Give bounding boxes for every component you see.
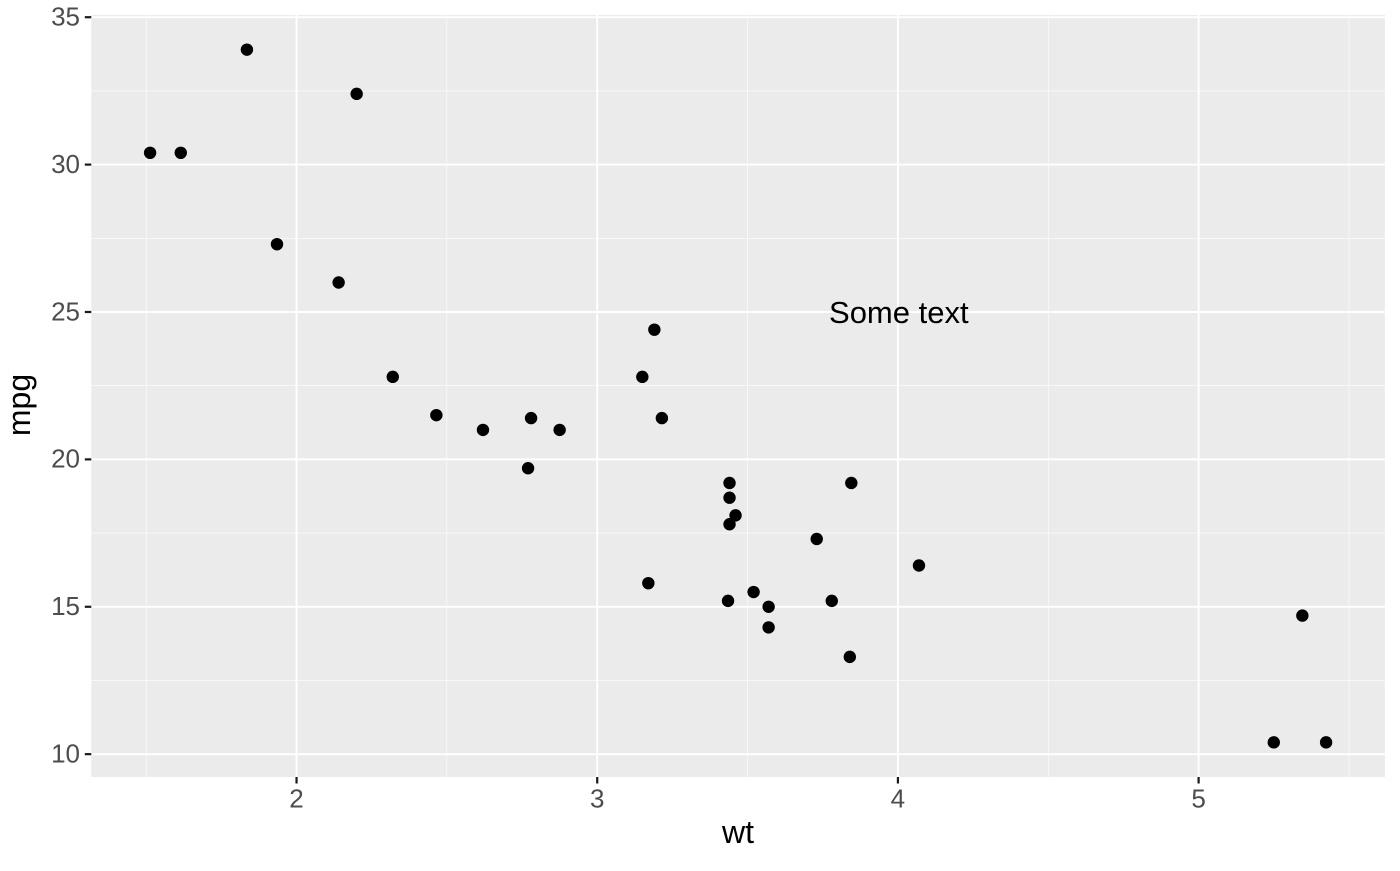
svg-text:20: 20	[51, 444, 80, 474]
svg-text:4: 4	[891, 784, 905, 814]
svg-text:25: 25	[51, 296, 80, 326]
svg-text:wt: wt	[721, 814, 754, 850]
svg-text:Some text: Some text	[829, 295, 969, 330]
svg-text:5: 5	[1191, 784, 1205, 814]
svg-text:mpg: mpg	[1, 374, 37, 436]
svg-text:35: 35	[51, 2, 80, 32]
svg-text:30: 30	[51, 149, 80, 179]
svg-text:2: 2	[289, 784, 303, 814]
svg-text:3: 3	[590, 784, 604, 814]
svg-text:10: 10	[51, 739, 80, 769]
svg-text:15: 15	[51, 591, 80, 621]
